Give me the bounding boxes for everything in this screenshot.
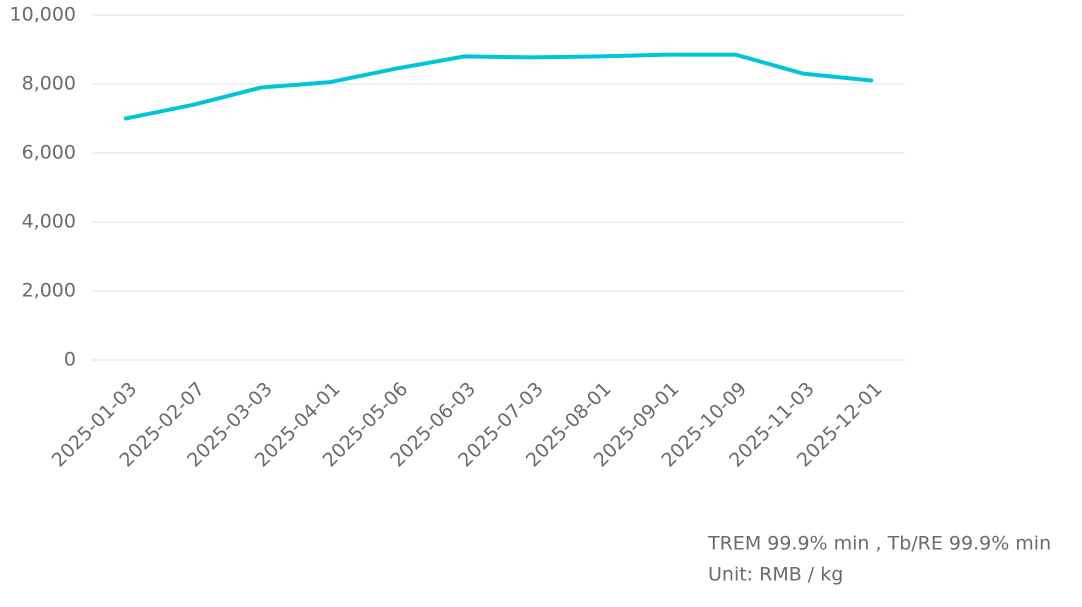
note: TREM 99.9% min , Tb/RE 99.9% min — [707, 533, 1051, 555]
y-tick-label: 6,000 — [22, 142, 76, 164]
y-tick-label: 8,000 — [22, 73, 76, 95]
y-tick-label: 2,000 — [22, 280, 76, 302]
y-tick-label: 10,000 — [10, 4, 76, 26]
y-tick-label: 4,000 — [22, 211, 76, 233]
line-series — [123, 52, 874, 121]
y-tick-label: 0 — [64, 349, 76, 371]
note: Unit: RMB / kg — [708, 564, 843, 586]
